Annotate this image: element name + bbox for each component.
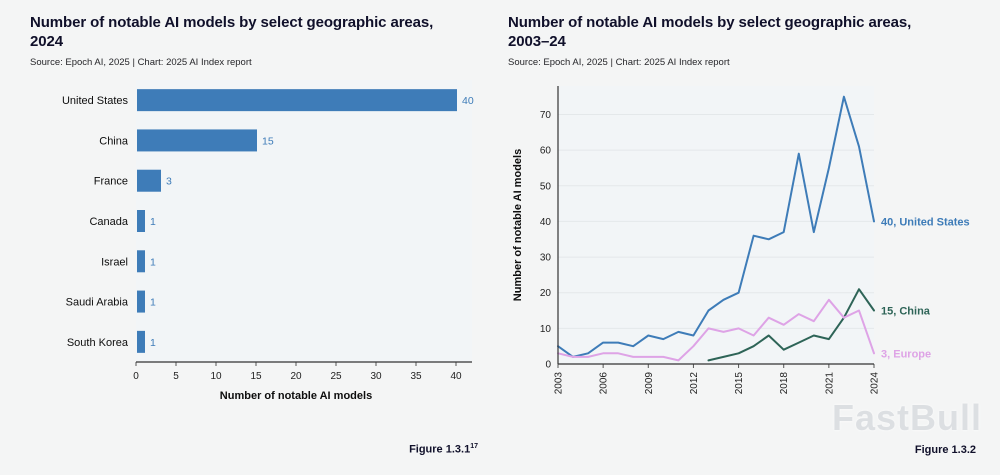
svg-text:United States: United States bbox=[62, 95, 129, 107]
svg-text:France: France bbox=[94, 175, 128, 187]
bar-chart-panel: Number of notable AI models by select ge… bbox=[30, 14, 482, 464]
svg-text:1: 1 bbox=[150, 216, 156, 228]
svg-text:60: 60 bbox=[540, 145, 552, 156]
svg-text:15, China: 15, China bbox=[881, 305, 931, 317]
svg-text:2006: 2006 bbox=[599, 371, 610, 394]
svg-text:2003: 2003 bbox=[554, 371, 565, 394]
svg-text:South Korea: South Korea bbox=[67, 336, 129, 348]
svg-text:1: 1 bbox=[150, 336, 156, 348]
line-chart-panel: Number of notable AI models by select ge… bbox=[508, 14, 980, 464]
svg-text:15: 15 bbox=[262, 135, 274, 147]
svg-text:40, United States: 40, United States bbox=[881, 216, 970, 228]
svg-text:10: 10 bbox=[540, 323, 552, 334]
svg-text:Canada: Canada bbox=[89, 216, 128, 228]
svg-text:1: 1 bbox=[150, 256, 156, 268]
svg-text:20: 20 bbox=[290, 371, 302, 382]
svg-text:40: 40 bbox=[462, 95, 474, 107]
svg-text:0: 0 bbox=[545, 359, 551, 370]
svg-text:50: 50 bbox=[540, 181, 552, 192]
line-chart: 0 10 20 30 40 50 60 70 2003 2006 2009 2012 2015 2018 2… bbox=[512, 85, 970, 394]
svg-text:40: 40 bbox=[540, 216, 552, 227]
svg-text:2024: 2024 bbox=[870, 371, 881, 394]
svg-text:25: 25 bbox=[330, 371, 342, 382]
svg-text:2009: 2009 bbox=[644, 371, 655, 394]
left-figure-footnote: 17 bbox=[470, 443, 478, 451]
svg-text:40: 40 bbox=[450, 371, 462, 382]
svg-text:3: 3 bbox=[166, 175, 172, 187]
svg-text:3, Europe: 3, Europe bbox=[881, 348, 931, 360]
bar-chart: 0 5 10 15 20 25 30 35 40 United States 40 China 15 Fr… bbox=[62, 79, 474, 402]
charts-container: Number of notable AI models by select ge… bbox=[30, 14, 980, 464]
svg-text:30: 30 bbox=[540, 252, 552, 263]
svg-text:Saudi Arabia: Saudi Arabia bbox=[66, 296, 129, 308]
left-chart-title: Number of notable AI models by select ge… bbox=[30, 14, 434, 50]
left-figure-label-text: Figure 1.3.1 bbox=[409, 444, 471, 456]
svg-text:2015: 2015 bbox=[734, 371, 745, 394]
svg-text:Number of notable AI models: Number of notable AI models bbox=[512, 148, 524, 300]
right-figure-label-text: Figure 1.3.2 bbox=[914, 444, 976, 456]
right-chart-title: Number of notable AI models by select ge… bbox=[508, 14, 912, 50]
svg-text:China: China bbox=[99, 135, 129, 147]
svg-text:0: 0 bbox=[133, 371, 139, 382]
right-chart-source: Source: Epoch AI, 2025 | Chart: 2025 AI … bbox=[508, 56, 730, 68]
svg-text:10: 10 bbox=[210, 371, 222, 382]
svg-text:20: 20 bbox=[540, 288, 552, 299]
svg-text:2012: 2012 bbox=[689, 371, 700, 394]
svg-text:5: 5 bbox=[173, 371, 179, 382]
svg-text:30: 30 bbox=[370, 371, 382, 382]
svg-text:2021: 2021 bbox=[824, 371, 835, 394]
left-figure-label: Figure 1.3.117 bbox=[30, 443, 482, 464]
svg-text:Number of notable AI models: Number of notable AI models bbox=[220, 390, 372, 402]
left-chart-source: Source: Epoch AI, 2025 | Chart: 2025 AI … bbox=[30, 56, 252, 68]
svg-text:35: 35 bbox=[410, 371, 422, 382]
svg-text:70: 70 bbox=[540, 110, 552, 121]
svg-text:2018: 2018 bbox=[779, 371, 790, 394]
svg-text:1: 1 bbox=[150, 296, 156, 308]
svg-text:15: 15 bbox=[250, 371, 262, 382]
right-figure-label: Figure 1.3.2 bbox=[508, 444, 980, 464]
svg-text:Israel: Israel bbox=[101, 256, 128, 268]
